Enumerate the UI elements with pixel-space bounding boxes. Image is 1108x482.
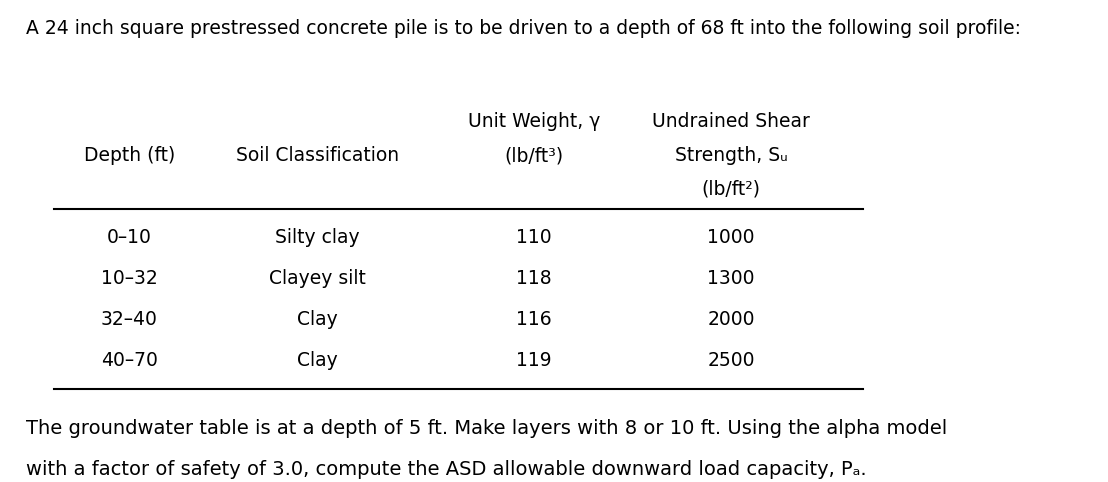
- Text: 0–10: 0–10: [106, 228, 152, 247]
- Text: 118: 118: [516, 269, 552, 288]
- Text: 116: 116: [516, 310, 552, 329]
- Text: Unit Weight, γ: Unit Weight, γ: [468, 112, 599, 131]
- Text: Undrained Shear: Undrained Shear: [653, 112, 810, 131]
- Text: 110: 110: [516, 228, 552, 247]
- Text: Clayey silt: Clayey silt: [269, 269, 366, 288]
- Text: A 24 inch square prestressed concrete pile is to be driven to a depth of 68 ft i: A 24 inch square prestressed concrete pi…: [25, 19, 1020, 38]
- Text: 40–70: 40–70: [101, 350, 157, 370]
- Text: 10–32: 10–32: [101, 269, 157, 288]
- Text: Soil Classification: Soil Classification: [236, 147, 399, 165]
- Text: 1000: 1000: [708, 228, 755, 247]
- Text: Depth (ft): Depth (ft): [83, 147, 175, 165]
- Text: Silty clay: Silty clay: [275, 228, 360, 247]
- Text: (lb/ft²): (lb/ft²): [701, 179, 761, 198]
- Text: 2000: 2000: [708, 310, 755, 329]
- Text: 32–40: 32–40: [101, 310, 157, 329]
- Text: Clay: Clay: [297, 310, 338, 329]
- Text: 2500: 2500: [708, 350, 755, 370]
- Text: 119: 119: [516, 350, 552, 370]
- Text: (lb/ft³): (lb/ft³): [504, 147, 563, 165]
- Text: 1300: 1300: [708, 269, 755, 288]
- Text: Strength, Sᵤ: Strength, Sᵤ: [675, 147, 788, 165]
- Text: The groundwater table is at a depth of 5 ft. Make layers with 8 or 10 ft. Using : The groundwater table is at a depth of 5…: [25, 419, 947, 438]
- Text: with a factor of safety of 3.0, compute the ASD allowable downward load capacity: with a factor of safety of 3.0, compute …: [25, 460, 866, 479]
- Text: Clay: Clay: [297, 350, 338, 370]
